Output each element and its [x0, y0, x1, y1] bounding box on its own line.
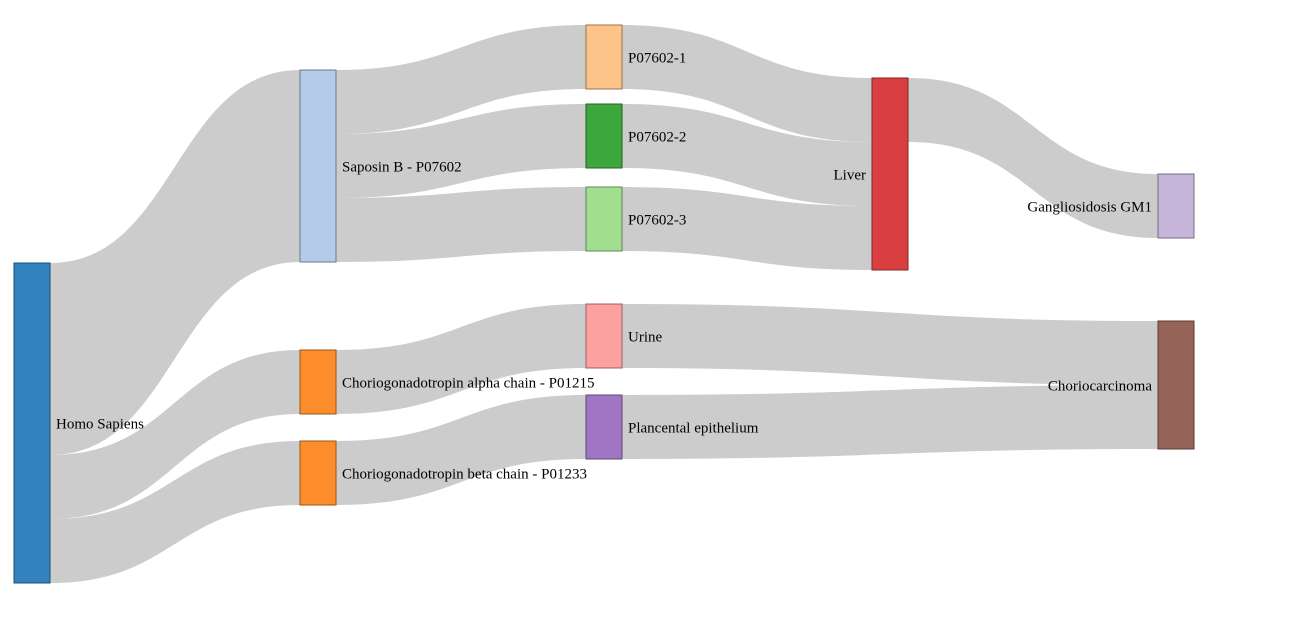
link-saposin_b-to-p07602_3[interactable]: [336, 187, 586, 262]
node-label-p07602_1: P07602-1: [628, 50, 686, 66]
node-label-urine: Urine: [628, 329, 662, 345]
node-gm1[interactable]: Gangliosidosis GM1: [1027, 173, 1195, 239]
node-rect-p07602_1[interactable]: [585, 24, 623, 90]
node-rect-cg_alpha[interactable]: [299, 349, 337, 415]
node-cg_alpha[interactable]: Choriogonadotropin alpha chain - P01215: [299, 349, 594, 415]
node-choriocarcinoma[interactable]: Choriocarcinoma: [1048, 320, 1195, 450]
link-saposin_b-to-p07602_1[interactable]: [336, 25, 586, 134]
node-rect-choriocarcinoma[interactable]: [1157, 320, 1195, 450]
node-label-p07602_2: P07602-2: [628, 129, 686, 145]
node-urine[interactable]: Urine: [585, 303, 662, 369]
node-rect-urine[interactable]: [585, 303, 623, 369]
link-homo_sapiens-to-saposin_b[interactable]: [50, 70, 300, 455]
node-p07602_3[interactable]: P07602-3: [585, 186, 686, 252]
sankey-nodes: Homo Sapiens Saposin B - P07602 Choriogona…: [13, 24, 1195, 584]
node-rect-cg_beta[interactable]: [299, 440, 337, 506]
node-label-choriocarcinoma: Choriocarcinoma: [1048, 378, 1152, 394]
link-cg_alpha-to-urine[interactable]: [336, 304, 586, 414]
link-placental-to-choriocarcinoma[interactable]: [622, 385, 1158, 459]
node-rect-placental[interactable]: [585, 394, 623, 460]
node-liver[interactable]: Liver: [834, 77, 909, 271]
node-homo_sapiens[interactable]: Homo Sapiens: [13, 262, 144, 584]
node-placental[interactable]: Plancental epithelium: [585, 394, 759, 460]
link-liver-to-gm1[interactable]: [908, 78, 1158, 238]
sankey-links: [50, 25, 1158, 583]
link-p07602_3-to-liver[interactable]: [622, 187, 872, 270]
node-label-liver: Liver: [834, 167, 866, 183]
node-rect-saposin_b[interactable]: [299, 69, 337, 263]
link-urine-to-choriocarcinoma[interactable]: [622, 304, 1158, 385]
node-p07602_2[interactable]: P07602-2: [585, 103, 686, 169]
link-p07602_2-to-liver[interactable]: [622, 104, 872, 206]
node-label-cg_beta: Choriogonadotropin beta chain - P01233: [342, 466, 587, 482]
node-rect-p07602_2[interactable]: [585, 103, 623, 169]
node-label-p07602_3: P07602-3: [628, 212, 686, 228]
node-label-cg_alpha: Choriogonadotropin alpha chain - P01215: [342, 375, 594, 391]
node-label-saposin_b: Saposin B - P07602: [342, 159, 462, 175]
node-saposin_b[interactable]: Saposin B - P07602: [299, 69, 462, 263]
node-label-gm1: Gangliosidosis GM1: [1027, 199, 1152, 215]
node-cg_beta[interactable]: Choriogonadotropin beta chain - P01233: [299, 440, 587, 506]
link-saposin_b-to-p07602_2[interactable]: [336, 104, 586, 198]
node-rect-gm1[interactable]: [1157, 173, 1195, 239]
link-homo_sapiens-to-cg_beta[interactable]: [50, 441, 300, 583]
node-rect-homo_sapiens[interactable]: [13, 262, 51, 584]
link-homo_sapiens-to-cg_alpha[interactable]: [50, 350, 300, 519]
node-label-placental: Plancental epithelium: [628, 420, 759, 436]
node-rect-p07602_3[interactable]: [585, 186, 623, 252]
node-label-homo_sapiens: Homo Sapiens: [56, 416, 144, 432]
link-p07602_1-to-liver[interactable]: [622, 25, 872, 142]
node-rect-liver[interactable]: [871, 77, 909, 271]
link-cg_beta-to-placental[interactable]: [336, 395, 586, 505]
node-p07602_1[interactable]: P07602-1: [585, 24, 686, 90]
